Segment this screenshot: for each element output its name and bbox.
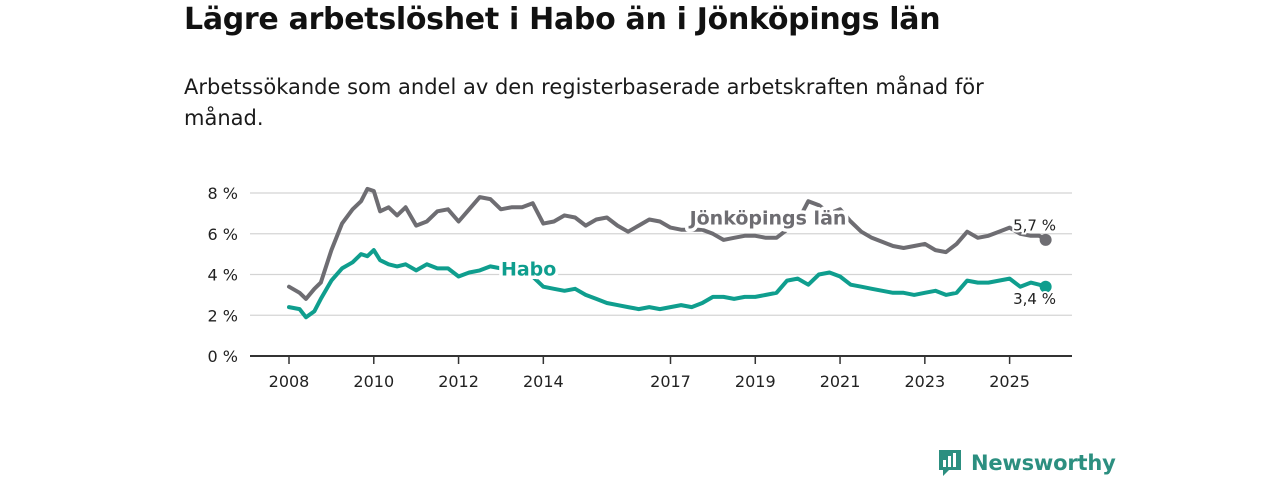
gridlines bbox=[250, 192, 1072, 316]
series-lines bbox=[287, 186, 1052, 320]
end-label-habo: 3,4 % bbox=[1013, 290, 1056, 308]
series-label-jonkoping: Jönköpings län bbox=[688, 208, 847, 230]
end-point-jonkoping bbox=[1039, 233, 1052, 246]
y-tick-label: 4 % bbox=[208, 266, 238, 285]
series-line-jonkoping bbox=[287, 186, 1048, 301]
x-tick-label: 2010 bbox=[353, 372, 394, 391]
end-label-jonkoping: 5,7 % bbox=[1013, 217, 1056, 235]
x-axis-ticks: 2008 2010 2012 2014 2017 2019 2021 2023 2025 bbox=[269, 356, 1030, 391]
y-tick-label: 8 % bbox=[208, 184, 238, 203]
y-tick-label: 2 % bbox=[208, 306, 238, 325]
x-tick-label: 2008 bbox=[269, 372, 310, 391]
x-tick-label: 2021 bbox=[820, 372, 861, 391]
series-line-habo bbox=[287, 248, 1048, 320]
x-tick-label: 2014 bbox=[523, 372, 564, 391]
brand-logo: Newsworthy bbox=[937, 448, 1116, 478]
x-tick-label: 2017 bbox=[650, 372, 691, 391]
chart-subtitle: Arbetssökande som andel av den registerb… bbox=[184, 75, 984, 130]
x-tick-label: 2023 bbox=[904, 372, 945, 391]
brand-name: Newsworthy bbox=[971, 451, 1116, 475]
end-point-habo bbox=[1039, 280, 1052, 293]
chart-title: Lägre arbetslöshet i Habo än i Jönköping… bbox=[184, 2, 941, 37]
x-tick-label: 2012 bbox=[438, 372, 479, 391]
newsworthy-logo-icon bbox=[939, 450, 961, 476]
x-tick-label: 2025 bbox=[989, 372, 1030, 391]
y-tick-label: 0 % bbox=[208, 347, 238, 366]
series-labels: Jönköpings län Habo 5,7 % 3,4 % bbox=[497, 204, 1058, 310]
series-label-habo: Habo bbox=[501, 259, 556, 281]
y-tick-label: 6 % bbox=[208, 225, 238, 244]
y-axis-ticks: 0 % 2 % 4 % 6 % 8 % bbox=[208, 184, 238, 366]
x-tick-label: 2019 bbox=[735, 372, 776, 391]
